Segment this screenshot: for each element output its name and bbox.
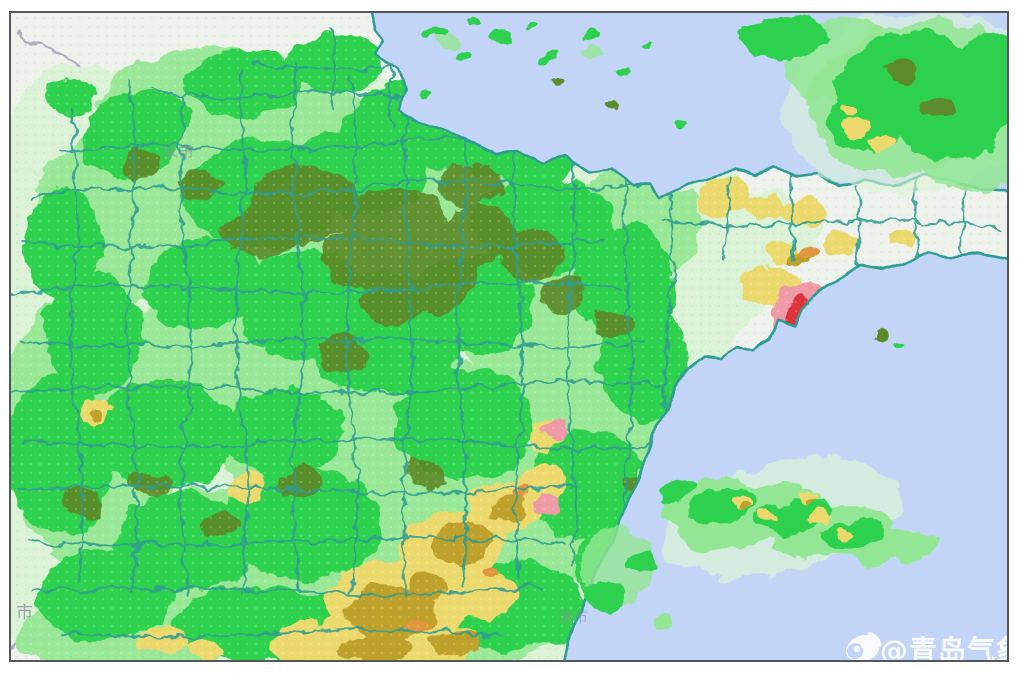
sea-echo-layer	[421, 13, 1007, 630]
map-labels: 水市 市 港市	[16, 143, 588, 626]
map-label-city-bottom-left: 市	[16, 603, 33, 623]
map-label-city-bottom-center: 港市	[558, 608, 588, 626]
county-boundaries	[11, 25, 1004, 638]
sea-echo-southeast	[655, 457, 937, 577]
weibo-icon	[845, 631, 882, 660]
sea-echo-coastal-south	[582, 330, 908, 630]
watermark: @青岛气象	[845, 631, 1007, 660]
watermark-handle: @青岛气象	[880, 634, 1007, 660]
radar-map-frame: 水市 市 港市 @青岛气象	[9, 11, 1009, 662]
radar-map: 水市 市 港市 @青岛气象	[11, 13, 1007, 660]
map-label-city-left: 水市	[162, 143, 194, 162]
sea-echo-northeast	[737, 13, 1007, 194]
sea-echo-bohai-specks	[421, 16, 688, 126]
